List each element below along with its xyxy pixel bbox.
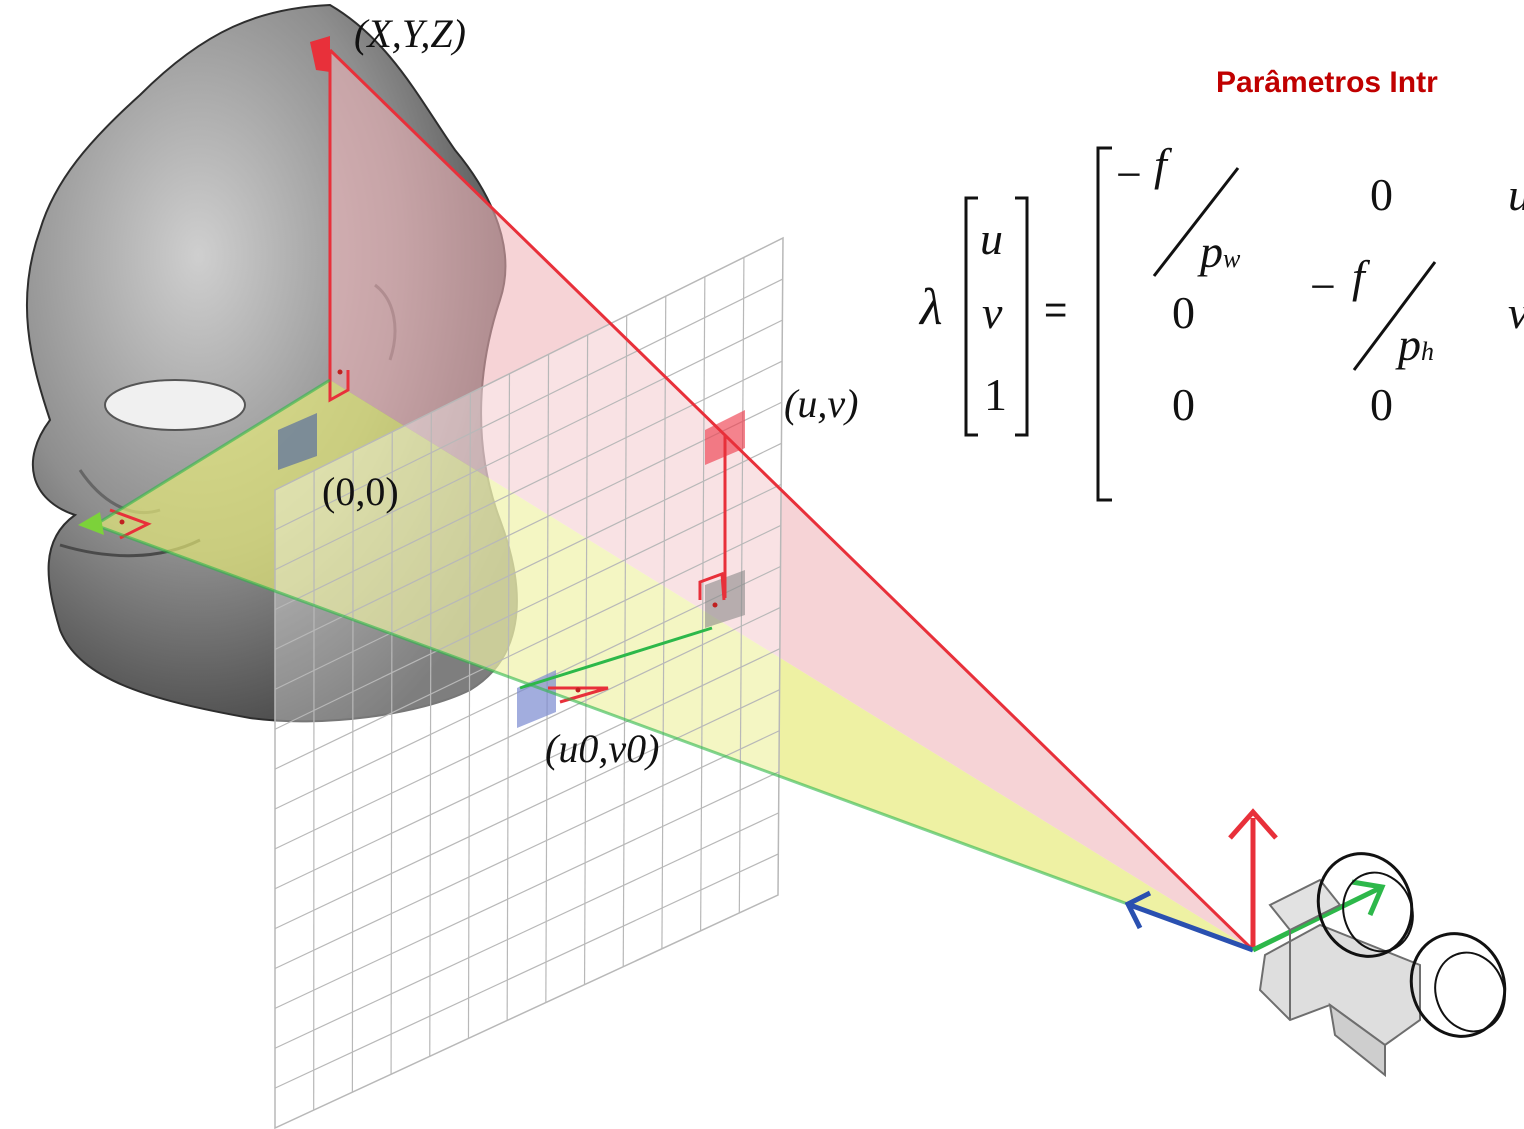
image-point-marker <box>78 512 104 535</box>
origin-label: (0,0) <box>322 469 399 514</box>
grid-line <box>275 360 783 611</box>
yellow-projection-cone <box>95 380 1253 950</box>
focal-f-2: f <box>1352 251 1365 302</box>
grid-line <box>275 607 781 850</box>
vector-one: 1 <box>984 369 1007 420</box>
camera-axes <box>1124 808 1386 953</box>
green-ray-lines <box>94 378 1254 952</box>
grid-line <box>275 812 779 1049</box>
grid-line <box>275 278 783 531</box>
image-point-label: (u,v) <box>784 381 859 426</box>
grid-line <box>275 442 782 690</box>
focal-f-1: f <box>1154 139 1167 190</box>
minus-sign-2: − <box>1310 261 1336 312</box>
zero-r1c2: 0 <box>1370 169 1393 220</box>
equals-sign: = <box>1044 288 1068 332</box>
grid-line <box>275 689 780 930</box>
projection-dots <box>119 369 718 693</box>
principal-point-label: (u0,v0) <box>545 726 660 771</box>
minus-sign-1: − <box>1116 149 1142 200</box>
zero-r2c1: 0 <box>1172 287 1195 338</box>
vector-u: u <box>980 213 1003 264</box>
col3-row1: u <box>1508 168 1524 221</box>
camera-model <box>1258 852 1507 1078</box>
grid-line <box>275 524 782 770</box>
grid-line <box>275 730 780 970</box>
lambda-symbol: λ <box>920 279 943 336</box>
zero-r3c1: 0 <box>1172 379 1195 430</box>
grid-line <box>275 319 783 571</box>
world-point-label: (X,Y,Z) <box>354 11 466 56</box>
grid-line <box>275 401 783 651</box>
pixel-height-p: ph <box>1398 319 1434 370</box>
grid-line <box>275 648 781 890</box>
grid-line <box>275 853 779 1089</box>
red-ray-lines <box>109 48 1255 952</box>
world-point-marker <box>310 36 330 72</box>
grid-line <box>275 771 780 1009</box>
section-title: Parâmetros Intr <box>1216 66 1438 99</box>
zero-r3c2: 0 <box>1370 379 1393 430</box>
pixel-width-p: pw <box>1200 226 1241 277</box>
col3-row2: v <box>1508 286 1524 339</box>
vector-v: v <box>982 287 1003 338</box>
grid-line <box>275 483 782 730</box>
